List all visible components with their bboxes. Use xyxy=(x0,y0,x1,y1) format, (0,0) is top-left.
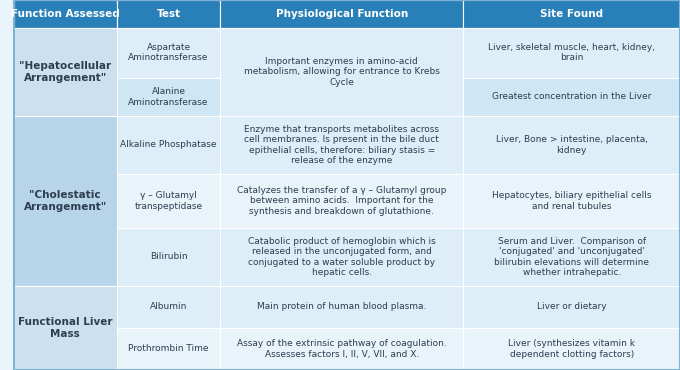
FancyBboxPatch shape xyxy=(220,174,463,228)
FancyBboxPatch shape xyxy=(14,116,117,286)
FancyBboxPatch shape xyxy=(463,78,680,116)
FancyBboxPatch shape xyxy=(463,228,680,286)
Text: Function Assessed: Function Assessed xyxy=(11,9,120,19)
Text: Liver (synthesizes vitamin k
dependent clotting factors): Liver (synthesizes vitamin k dependent c… xyxy=(508,339,635,359)
FancyBboxPatch shape xyxy=(220,28,463,116)
Text: Test: Test xyxy=(156,9,181,19)
FancyBboxPatch shape xyxy=(463,328,680,370)
Text: "Hepatocellular
Arrangement": "Hepatocellular Arrangement" xyxy=(19,61,112,83)
Text: Physiological Function: Physiological Function xyxy=(275,9,408,19)
FancyBboxPatch shape xyxy=(117,116,220,174)
FancyBboxPatch shape xyxy=(14,286,117,370)
Text: Enzyme that transports metabolites across
cell membranes. Is present in the bile: Enzyme that transports metabolites acros… xyxy=(244,125,439,165)
FancyBboxPatch shape xyxy=(117,174,220,228)
Text: Greatest concentration in the Liver: Greatest concentration in the Liver xyxy=(492,92,651,101)
FancyBboxPatch shape xyxy=(220,328,463,370)
Text: "Cholestatic
Arrangement": "Cholestatic Arrangement" xyxy=(24,190,107,212)
FancyBboxPatch shape xyxy=(220,228,463,286)
FancyBboxPatch shape xyxy=(117,28,220,78)
Text: Liver or dietary: Liver or dietary xyxy=(537,302,607,312)
Text: Serum and Liver.  Comparison of
'conjugated' and 'unconjugated'
bilirubin elevat: Serum and Liver. Comparison of 'conjugat… xyxy=(494,237,649,277)
FancyBboxPatch shape xyxy=(14,28,117,116)
FancyBboxPatch shape xyxy=(463,0,680,28)
FancyBboxPatch shape xyxy=(220,0,463,28)
FancyBboxPatch shape xyxy=(117,328,220,370)
FancyBboxPatch shape xyxy=(220,116,463,174)
FancyBboxPatch shape xyxy=(117,0,220,28)
FancyBboxPatch shape xyxy=(117,228,220,286)
Text: Catabolic product of hemoglobin which is
released in the unconjugated form, and
: Catabolic product of hemoglobin which is… xyxy=(248,237,436,277)
Text: Bilirubin: Bilirubin xyxy=(150,252,187,262)
Text: Main protein of human blood plasma.: Main protein of human blood plasma. xyxy=(257,302,426,312)
Text: Albumin: Albumin xyxy=(150,302,187,312)
Text: Alkaline Phosphatase: Alkaline Phosphatase xyxy=(120,140,217,149)
Text: Catalyzes the transfer of a γ – Glutamyl group
between amino acids.  Important f: Catalyzes the transfer of a γ – Glutamyl… xyxy=(237,186,447,216)
FancyBboxPatch shape xyxy=(14,0,117,28)
FancyBboxPatch shape xyxy=(463,174,680,228)
FancyBboxPatch shape xyxy=(117,286,220,328)
Text: Aspartate
Aminotransferase: Aspartate Aminotransferase xyxy=(129,43,209,63)
FancyBboxPatch shape xyxy=(220,286,463,328)
Text: Site Found: Site Found xyxy=(540,9,603,19)
Text: Important enzymes in amino-acid
metabolism, allowing for entrance to Krebs
Cycle: Important enzymes in amino-acid metaboli… xyxy=(244,57,440,87)
Text: Functional Liver
Mass: Functional Liver Mass xyxy=(18,317,112,339)
FancyBboxPatch shape xyxy=(463,286,680,328)
Text: Assay of the extrinsic pathway of coagulation.
Assesses factors I, II, V, VII, a: Assay of the extrinsic pathway of coagul… xyxy=(237,339,447,359)
Text: Hepatocytes, biliary epithelial cells
and renal tubules: Hepatocytes, biliary epithelial cells an… xyxy=(492,191,651,211)
Text: Liver, Bone > intestine, placenta,
kidney: Liver, Bone > intestine, placenta, kidne… xyxy=(496,135,647,155)
Text: Liver, skeletal muscle, heart, kidney,
brain: Liver, skeletal muscle, heart, kidney, b… xyxy=(488,43,656,63)
Text: γ – Glutamyl
transpeptidase: γ – Glutamyl transpeptidase xyxy=(135,191,203,211)
FancyBboxPatch shape xyxy=(463,28,680,78)
Text: Prothrombin Time: Prothrombin Time xyxy=(129,344,209,353)
FancyBboxPatch shape xyxy=(117,78,220,116)
FancyBboxPatch shape xyxy=(463,116,680,174)
Text: Alanine
Aminotransferase: Alanine Aminotransferase xyxy=(129,87,209,107)
